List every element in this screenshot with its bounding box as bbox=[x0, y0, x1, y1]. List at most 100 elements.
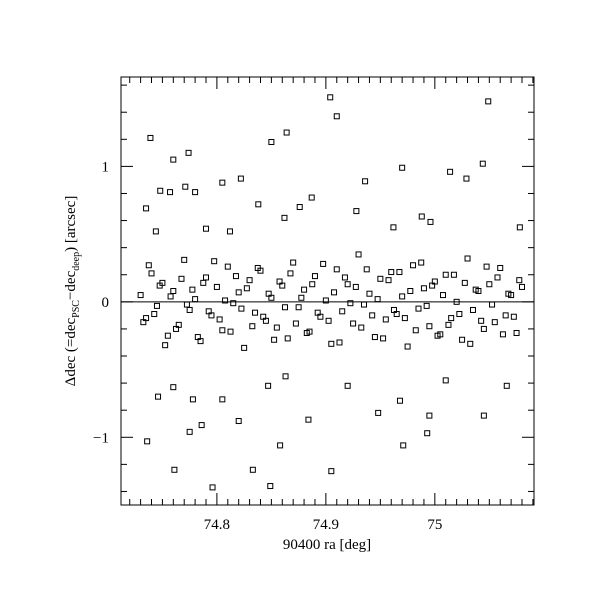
point bbox=[404, 343, 411, 350]
point bbox=[230, 300, 237, 307]
point bbox=[382, 316, 389, 323]
point bbox=[243, 285, 250, 292]
point bbox=[283, 129, 290, 136]
point bbox=[235, 418, 242, 425]
point bbox=[361, 301, 368, 308]
point bbox=[516, 224, 523, 231]
point bbox=[198, 422, 205, 429]
point bbox=[333, 113, 340, 120]
point bbox=[440, 292, 447, 299]
point bbox=[249, 466, 256, 473]
point bbox=[314, 309, 321, 316]
point bbox=[519, 283, 526, 290]
point bbox=[380, 335, 387, 342]
point bbox=[467, 340, 474, 347]
point bbox=[162, 342, 169, 349]
point bbox=[282, 304, 289, 311]
point bbox=[362, 178, 369, 185]
point bbox=[510, 313, 517, 320]
point bbox=[399, 164, 406, 171]
point bbox=[219, 179, 226, 186]
point bbox=[170, 288, 177, 294]
point bbox=[254, 264, 261, 271]
point bbox=[396, 397, 403, 404]
point bbox=[192, 189, 199, 196]
point bbox=[505, 290, 512, 297]
point bbox=[415, 305, 422, 312]
point bbox=[426, 323, 433, 330]
point bbox=[205, 308, 212, 315]
x-axis-label: 90400 ra [deg] bbox=[283, 537, 371, 553]
point bbox=[219, 396, 226, 403]
point bbox=[308, 194, 315, 201]
point bbox=[295, 304, 302, 311]
point bbox=[366, 290, 373, 297]
point bbox=[271, 336, 278, 343]
y-tick-label: 1 bbox=[102, 159, 110, 175]
point bbox=[238, 305, 245, 312]
point bbox=[267, 483, 274, 490]
point bbox=[202, 225, 209, 232]
point bbox=[390, 224, 397, 231]
point bbox=[448, 315, 455, 322]
point bbox=[224, 263, 231, 270]
point bbox=[369, 312, 376, 319]
point bbox=[450, 271, 457, 278]
point bbox=[185, 149, 192, 156]
point bbox=[447, 168, 454, 175]
point bbox=[497, 264, 504, 271]
point bbox=[152, 228, 159, 235]
point bbox=[282, 373, 289, 380]
point bbox=[273, 324, 280, 331]
point bbox=[186, 306, 193, 313]
x-tick-label: 75 bbox=[427, 517, 442, 533]
point bbox=[355, 251, 362, 258]
point bbox=[147, 134, 154, 141]
point bbox=[424, 430, 431, 437]
point bbox=[426, 412, 433, 419]
point bbox=[491, 319, 498, 326]
y-axis-label: Δdec (=decPSC−decdeep) [arcsec] bbox=[63, 196, 82, 387]
point bbox=[427, 218, 434, 225]
x-tick-label: 74.9 bbox=[313, 517, 339, 533]
y-label-part: ) [arcsec] bbox=[63, 196, 79, 252]
point bbox=[513, 329, 520, 336]
point bbox=[333, 266, 340, 273]
point bbox=[327, 94, 334, 101]
plot-frame bbox=[120, 76, 535, 506]
point bbox=[156, 282, 163, 289]
point bbox=[157, 187, 164, 194]
point bbox=[309, 281, 316, 288]
point bbox=[328, 468, 335, 475]
y-label-part: −dec bbox=[63, 270, 79, 300]
point bbox=[399, 293, 406, 300]
point bbox=[328, 340, 335, 347]
y-tick-label: 0 bbox=[102, 295, 110, 311]
point bbox=[153, 302, 160, 309]
point bbox=[170, 384, 177, 391]
point bbox=[486, 281, 493, 288]
point bbox=[483, 263, 490, 270]
point bbox=[260, 313, 267, 320]
point bbox=[301, 286, 308, 293]
point bbox=[418, 259, 425, 266]
point bbox=[298, 294, 305, 301]
point bbox=[144, 438, 151, 445]
point bbox=[268, 139, 275, 146]
point bbox=[182, 183, 189, 190]
point bbox=[183, 301, 190, 308]
point bbox=[344, 382, 351, 389]
point bbox=[171, 466, 178, 473]
y-label-part: Δdec (=dec bbox=[63, 318, 79, 387]
point bbox=[410, 262, 417, 269]
point bbox=[255, 201, 262, 208]
point bbox=[296, 204, 303, 211]
point bbox=[423, 302, 430, 309]
point bbox=[479, 160, 486, 167]
point bbox=[429, 282, 436, 289]
point bbox=[385, 277, 392, 284]
point bbox=[189, 286, 196, 293]
y-tick-label: −1 bbox=[93, 430, 109, 446]
point bbox=[478, 317, 485, 324]
point bbox=[499, 331, 506, 338]
